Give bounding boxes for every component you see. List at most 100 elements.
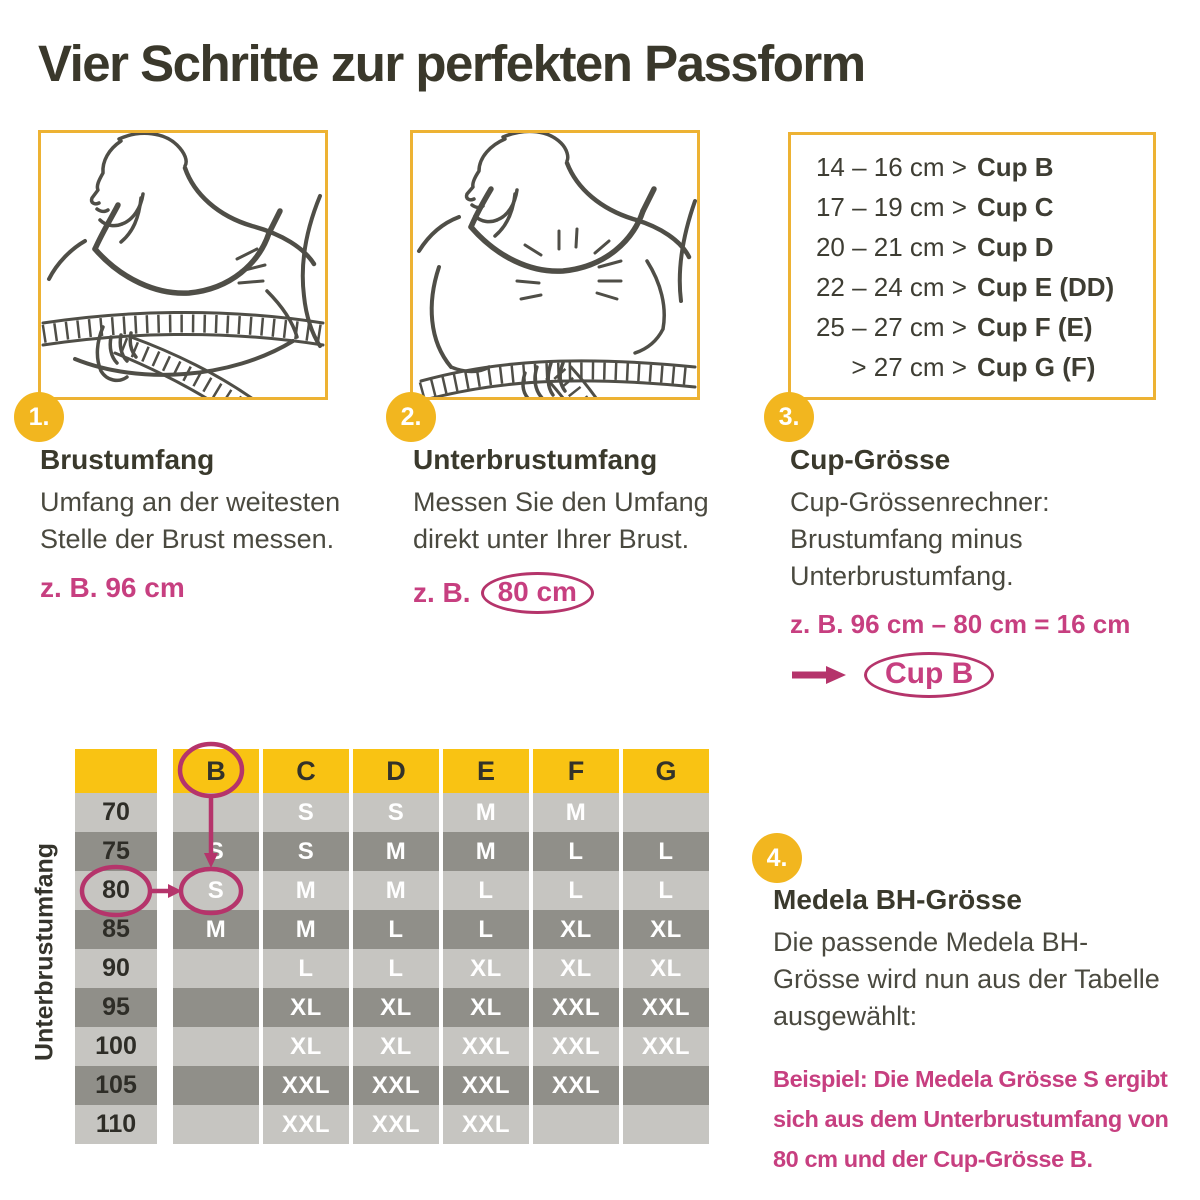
step-3-formula: z. B. 96 cm – 80 cm = 16 cm: [790, 609, 1131, 639]
size-cell: M: [443, 793, 529, 832]
column-header: C: [263, 749, 349, 793]
cup-range: 14 – 16 cm >: [815, 151, 967, 182]
size-cell: XL: [443, 949, 529, 988]
table-gap: [161, 1066, 169, 1105]
underbust-measure-illustration-box: [410, 130, 700, 400]
row-label: 110: [75, 1105, 157, 1144]
column-header: G: [623, 749, 709, 793]
step-1-heading: Brustumfang: [40, 444, 215, 475]
table-gap: [161, 988, 169, 1027]
cup-chart-row: 14 – 16 cm > Cup B: [791, 147, 1153, 187]
size-cell: XL: [443, 988, 529, 1027]
size-cell: XL: [353, 988, 439, 1027]
size-cell: [623, 1105, 709, 1144]
row-label: 90: [75, 949, 157, 988]
size-cell: XL: [623, 910, 709, 949]
step-2-badge: 2.: [386, 392, 436, 442]
table-gap: [161, 1027, 169, 1066]
size-cell: XXL: [263, 1105, 349, 1144]
step-3-result-row: Cup B: [790, 652, 1190, 698]
column-header: F: [533, 749, 619, 793]
cup-chart-row: > 27 cm > Cup G (F): [791, 347, 1153, 387]
size-cell: M: [353, 832, 439, 871]
bust-measure-illustration-box: [38, 130, 328, 400]
size-cell: L: [623, 871, 709, 910]
size-cell: [623, 1066, 709, 1105]
step-4-body: Die passende Medela BH- Grösse wird nun …: [773, 927, 1160, 1031]
measuring-bust-illustration: [41, 133, 325, 397]
cup-range: > 27 cm >: [851, 351, 967, 382]
size-cell: XXL: [533, 988, 619, 1027]
size-cell: M: [533, 793, 619, 832]
size-cell: L: [263, 949, 349, 988]
size-cell: [623, 793, 709, 832]
step-3-result-circled: Cup B: [864, 652, 995, 698]
measuring-underbust-illustration: [417, 133, 697, 397]
step-3-heading: Cup-Grösse: [790, 444, 951, 475]
cup-name: Cup G (F): [977, 351, 1096, 382]
cup-chart-row: 22 – 24 cm > Cup E (DD): [791, 267, 1153, 307]
size-cell: L: [353, 910, 439, 949]
step-3-block: Cup-Grösse Cup-Grössenrechner: Brustumfa…: [790, 444, 1190, 698]
cup-range: 22 – 24 cm >: [815, 271, 967, 302]
size-cell: M: [263, 871, 349, 910]
size-cell: M: [443, 832, 529, 871]
size-cell: [173, 988, 259, 1027]
row-label: 70: [75, 793, 157, 832]
step-4-block: Medela BH-Grösse Die passende Medela BH-…: [773, 884, 1200, 1179]
highlight-ellipse-column-b: [177, 741, 245, 799]
highlight-ellipse-cell-s: [178, 866, 244, 916]
cup-name: Cup D: [977, 231, 1054, 262]
row-label: 95: [75, 988, 157, 1027]
step-4-heading: Medela BH-Grösse: [773, 884, 1022, 915]
arrow-right-icon: [792, 666, 846, 684]
step-3-body: Cup-Grössenrechner: Brustumfang minus Un…: [790, 487, 1050, 591]
size-cell: XL: [263, 988, 349, 1027]
column-header: E: [443, 749, 529, 793]
cup-range: 20 – 21 cm >: [815, 231, 967, 262]
size-cell: M: [353, 871, 439, 910]
step-1-block: Brustumfang Umfang an der weitesten Stel…: [40, 444, 410, 604]
size-cell: XXL: [263, 1066, 349, 1105]
size-cell: XXL: [623, 988, 709, 1027]
cup-chart-row: 20 – 21 cm > Cup D: [791, 227, 1153, 267]
table-gap: [161, 1105, 169, 1144]
row-label: 75: [75, 832, 157, 871]
cup-name: Cup E (DD): [977, 271, 1115, 302]
size-cell: L: [443, 910, 529, 949]
cup-size-chart-box: 14 – 16 cm > Cup B 17 – 19 cm > Cup C 20…: [788, 132, 1156, 400]
step-1-badge: 1.: [14, 392, 64, 442]
size-cell: XXL: [533, 1066, 619, 1105]
size-cell: [173, 1027, 259, 1066]
size-cell: XL: [353, 1027, 439, 1066]
size-cell: [173, 793, 259, 832]
cup-chart-row: 25 – 27 cm > Cup F (E): [791, 307, 1153, 347]
step-1-example: z. B. 96 cm: [40, 572, 185, 603]
cup-name: Cup C: [977, 191, 1054, 222]
size-cell: S: [263, 793, 349, 832]
cup-range: 17 – 19 cm >: [815, 191, 967, 222]
size-cell: L: [443, 871, 529, 910]
size-cell: XL: [533, 910, 619, 949]
arrow-down-head: [204, 853, 218, 868]
size-table-corner: [75, 749, 157, 793]
size-cell: M: [263, 910, 349, 949]
size-cell: XL: [533, 949, 619, 988]
size-cell: M: [173, 910, 259, 949]
size-table: B C D E F G 70 S S M M 75 S S M M L L 80…: [75, 749, 709, 1144]
size-cell: L: [623, 832, 709, 871]
step-1-body: Umfang an der weitesten Stelle der Brust…: [40, 487, 341, 554]
step-2-heading: Unterbrustumfang: [413, 444, 658, 475]
size-cell: [533, 1105, 619, 1144]
size-cell: XXL: [443, 1105, 529, 1144]
step-2-example-prefix: z. B.: [413, 577, 471, 608]
size-cell: S: [353, 793, 439, 832]
page-title: Vier Schritte zur perfekten Passform: [38, 35, 866, 92]
size-cell: XL: [623, 949, 709, 988]
cup-chart-row: 17 – 19 cm > Cup C: [791, 187, 1153, 227]
size-cell: XXL: [623, 1027, 709, 1066]
size-cell: L: [533, 871, 619, 910]
size-cell: XXL: [443, 1066, 529, 1105]
size-cell: L: [353, 949, 439, 988]
